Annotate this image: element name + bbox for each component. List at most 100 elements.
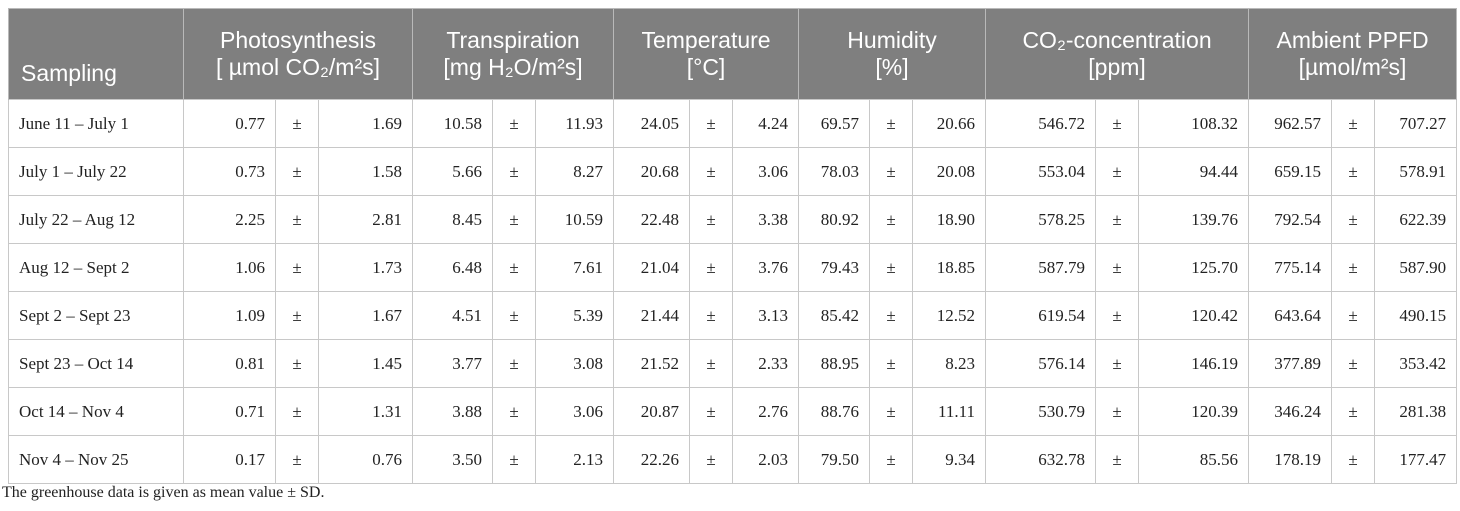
plus-minus-symbol: ± (1331, 435, 1376, 484)
table-footnote: The greenhouse data is given as mean val… (2, 484, 325, 501)
sd-value: 1.58 (317, 147, 414, 196)
column-header: Temperature [°C] (613, 8, 800, 100)
plus-minus-symbol: ± (869, 387, 914, 436)
plus-minus-symbol: ± (869, 195, 914, 244)
sd-value: 12.52 (912, 291, 987, 340)
plus-minus-symbol: ± (869, 435, 914, 484)
column-header-unit: [ µmol CO₂/m²s] (216, 54, 381, 80)
mean-value: 578.25 (985, 195, 1097, 244)
table-body: June 11 – July 1 0.77 ±1.69 10.58 ±11.93 24.0… (8, 99, 1458, 484)
sd-value: 281.38 (1374, 387, 1458, 436)
sd-value: 8.27 (535, 147, 615, 196)
column-header-unit: [°C] (686, 54, 726, 80)
sampling-period: Oct 14 – Nov 4 (8, 387, 184, 436)
sd-value: 2.76 (732, 387, 800, 436)
mean-value: 3.77 (412, 339, 494, 388)
plus-minus-symbol: ± (492, 435, 537, 484)
mean-value: 0.81 (183, 339, 276, 388)
sd-value: 1.67 (317, 291, 414, 340)
plus-minus-symbol: ± (492, 291, 537, 340)
sd-value: 622.39 (1374, 195, 1458, 244)
plus-minus-symbol: ± (1331, 195, 1376, 244)
mean-value: 0.17 (183, 435, 276, 484)
mean-value: 3.88 (412, 387, 494, 436)
column-header-unit: [mg H₂O/m²s] (443, 54, 583, 80)
mean-value: 587.79 (985, 243, 1097, 292)
plus-minus-symbol: ± (1095, 99, 1140, 148)
mean-value: 88.95 (798, 339, 871, 388)
sd-value: 11.93 (535, 99, 615, 148)
sd-value: 11.11 (912, 387, 987, 436)
column-header-unit: [µmol/m²s] (1298, 54, 1407, 80)
mean-value: 21.44 (613, 291, 691, 340)
table-row: June 11 – July 1 0.77 ±1.69 10.58 ±11.93 24.0… (8, 99, 1458, 148)
plus-minus-symbol: ± (1095, 387, 1140, 436)
sd-value: 3.06 (535, 387, 615, 436)
plus-minus-symbol: ± (1095, 147, 1140, 196)
mean-value: 79.43 (798, 243, 871, 292)
sd-value: 2.13 (535, 435, 615, 484)
mean-value: 21.52 (613, 339, 691, 388)
table-header: Sampling Photosynthesis[ µmol CO₂/m²s] Tra… (8, 8, 1458, 100)
mean-value: 643.64 (1248, 291, 1333, 340)
mean-value: 346.24 (1248, 387, 1333, 436)
sd-value: 353.42 (1374, 339, 1458, 388)
plus-minus-symbol: ± (275, 387, 319, 436)
sd-value: 20.08 (912, 147, 987, 196)
sd-value: 120.42 (1138, 291, 1250, 340)
sd-value: 2.03 (732, 435, 800, 484)
sd-value: 3.76 (732, 243, 800, 292)
sd-value: 587.90 (1374, 243, 1458, 292)
sd-value: 18.90 (912, 195, 987, 244)
plus-minus-symbol: ± (1095, 243, 1140, 292)
sd-value: 1.45 (317, 339, 414, 388)
mean-value: 20.68 (613, 147, 691, 196)
mean-value: 5.66 (412, 147, 494, 196)
column-header-title: Photosynthesis (220, 27, 376, 53)
plus-minus-symbol: ± (1331, 243, 1376, 292)
plus-minus-symbol: ± (1095, 291, 1140, 340)
table-row: Sept 2 – Sept 23 1.09 ±1.67 4.51 ±5.39 21.44 ±… (8, 291, 1458, 340)
plus-minus-symbol: ± (275, 195, 319, 244)
table-row: Oct 14 – Nov 4 0.71 ±1.31 3.88 ±3.06 20.87 ±2.… (8, 387, 1458, 436)
mean-value: 69.57 (798, 99, 871, 148)
sd-value: 4.24 (732, 99, 800, 148)
sd-value: 9.34 (912, 435, 987, 484)
plus-minus-symbol: ± (869, 291, 914, 340)
column-header: Transpiration [mg H₂O/m²s] (412, 8, 615, 100)
plus-minus-symbol: ± (869, 243, 914, 292)
sd-value: 85.56 (1138, 435, 1250, 484)
sd-value: 177.47 (1374, 435, 1458, 484)
mean-value: 0.77 (183, 99, 276, 148)
mean-value: 377.89 (1248, 339, 1333, 388)
header-row: Sampling Photosynthesis[ µmol CO₂/m²s] Tra… (8, 8, 1458, 100)
plus-minus-symbol: ± (689, 243, 734, 292)
sd-value: 94.44 (1138, 147, 1250, 196)
sd-value: 1.69 (317, 99, 414, 148)
sd-value: 18.85 (912, 243, 987, 292)
mean-value: 8.45 (412, 195, 494, 244)
mean-value: 659.15 (1248, 147, 1333, 196)
plus-minus-symbol: ± (492, 243, 537, 292)
mean-value: 78.03 (798, 147, 871, 196)
plus-minus-symbol: ± (1331, 339, 1376, 388)
mean-value: 962.57 (1248, 99, 1333, 148)
column-header: Photosynthesis[ µmol CO₂/m²s] (182, 8, 414, 100)
table-row: Nov 4 – Nov 25 0.17 ±0.76 3.50 ±2.13 22.26 ±2.… (8, 435, 1458, 484)
column-header-title: Ambient PPFD (1276, 27, 1429, 53)
sd-value: 10.59 (535, 195, 615, 244)
mean-value: 85.42 (798, 291, 871, 340)
plus-minus-symbol: ± (869, 99, 914, 148)
sampling-period: Sept 2 – Sept 23 (8, 291, 184, 340)
mean-value: 632.78 (985, 435, 1097, 484)
mean-value: 20.87 (613, 387, 691, 436)
sd-value: 1.31 (317, 387, 414, 436)
plus-minus-symbol: ± (1331, 387, 1376, 436)
mean-value: 4.51 (412, 291, 494, 340)
sd-value: 707.27 (1374, 99, 1458, 148)
sampling-period: Sept 23 – Oct 14 (8, 339, 184, 388)
mean-value: 22.48 (613, 195, 691, 244)
plus-minus-symbol: ± (1095, 435, 1140, 484)
mean-value: 79.50 (798, 435, 871, 484)
mean-value: 24.05 (613, 99, 691, 148)
